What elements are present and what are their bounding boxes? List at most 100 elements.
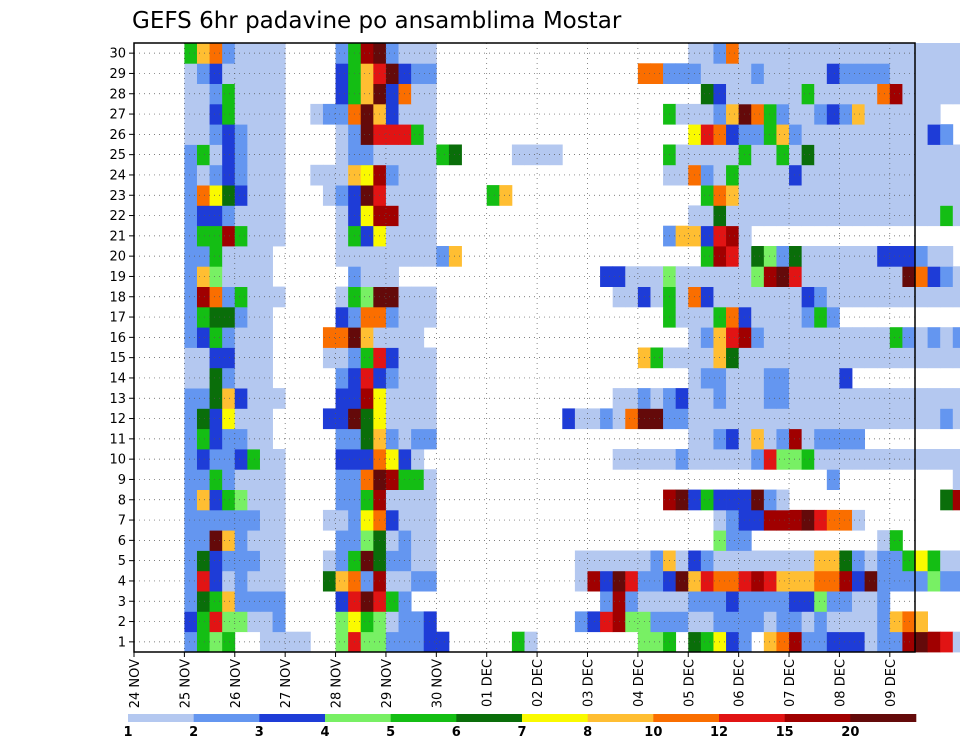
heatmap-cell — [801, 306, 815, 328]
heatmap-cell — [700, 185, 714, 206]
heatmap-cell — [801, 43, 815, 64]
heatmap-cell — [826, 246, 840, 267]
heatmap-cell — [234, 408, 248, 430]
heatmap-cell — [726, 266, 740, 287]
heatmap-cell — [738, 367, 752, 389]
legend-label: 3 — [255, 725, 264, 740]
x-tick-label: 24 NOV — [128, 659, 143, 708]
heatmap-cell — [398, 388, 412, 409]
heatmap-cell — [889, 205, 903, 227]
heatmap-cell — [927, 63, 941, 84]
heatmap-cell — [889, 286, 903, 308]
heatmap-cell — [940, 408, 954, 430]
heatmap-cell — [385, 63, 399, 84]
heatmap-cell — [952, 83, 960, 105]
heatmap-cell — [751, 347, 765, 369]
heatmap-cell — [839, 347, 853, 369]
heatmap-cell — [826, 469, 840, 490]
heatmap-cell — [915, 286, 928, 308]
heatmap-cell — [335, 428, 349, 450]
heatmap-cell — [360, 469, 374, 490]
y-tick-label: 13 — [109, 392, 126, 407]
heatmap-cell — [259, 611, 273, 633]
heatmap-cell — [751, 286, 765, 308]
heatmap-cell — [650, 63, 664, 84]
heatmap-cell — [234, 428, 248, 450]
heatmap-cell — [398, 124, 412, 145]
heatmap-cell — [801, 449, 815, 470]
heatmap-cell — [335, 611, 349, 633]
heatmap-cell — [763, 205, 777, 227]
heatmap-cell — [234, 225, 248, 247]
heatmap-cell — [839, 631, 853, 653]
heatmap-cell — [839, 428, 853, 450]
heatmap-cell — [247, 306, 261, 328]
heatmap-cell — [222, 367, 236, 389]
heatmap-cell — [184, 83, 198, 105]
heatmap-cell — [952, 43, 960, 64]
heatmap-cell — [335, 347, 349, 369]
heatmap-cell — [763, 550, 777, 572]
heatmap-cell — [196, 570, 210, 592]
heatmap-cell — [247, 124, 261, 145]
heatmap-cell — [423, 124, 437, 145]
heatmap-cell — [776, 408, 790, 430]
heatmap-cell — [852, 327, 866, 348]
heatmap-cell — [763, 246, 777, 267]
heatmap-cell — [726, 124, 740, 145]
heatmap-cell — [700, 43, 714, 64]
heatmap-cell — [222, 570, 236, 592]
heatmap-cell — [234, 550, 248, 572]
heatmap-cell — [360, 428, 374, 450]
heatmap-cell — [877, 246, 891, 267]
heatmap-cell — [776, 63, 790, 84]
heatmap-cell — [411, 124, 425, 145]
heatmap-cell — [247, 266, 261, 287]
y-tick-label: 26 — [109, 128, 126, 143]
heatmap-cell — [196, 225, 210, 247]
heatmap-cell — [411, 428, 425, 450]
heatmap-cell — [234, 388, 248, 409]
heatmap-cell — [915, 185, 928, 206]
heatmap-cell — [675, 550, 689, 572]
chart-title: GEFS 6hr padavine po ansamblima Mostar — [132, 8, 622, 34]
heatmap-cell — [247, 367, 261, 389]
heatmap-cell — [889, 327, 903, 348]
heatmap-cell — [184, 347, 198, 369]
heatmap-cell — [864, 327, 878, 348]
heatmap-cell — [902, 205, 916, 227]
heatmap-cell — [789, 509, 803, 531]
x-tick-label: 25 NOV — [178, 659, 193, 708]
heatmap-cell — [814, 286, 828, 308]
heatmap-cell — [234, 83, 248, 105]
heatmap-cell — [625, 570, 639, 592]
heatmap-cell — [700, 611, 714, 633]
heatmap-cell — [385, 225, 399, 247]
heatmap-cell — [852, 205, 866, 227]
heatmap-cell — [385, 408, 399, 430]
heatmap-cell — [801, 144, 815, 166]
heatmap-cell — [524, 631, 538, 653]
heatmap-cell — [826, 449, 840, 470]
heatmap-cell — [222, 83, 236, 105]
heatmap-cell — [738, 631, 752, 653]
heatmap-cell — [423, 469, 437, 490]
heatmap-cell — [234, 611, 248, 633]
heatmap-cell — [423, 205, 437, 227]
heatmap-cell — [826, 347, 840, 369]
heatmap-cell — [776, 327, 790, 348]
heatmap-cell — [259, 550, 273, 572]
heatmap-cell — [196, 367, 210, 389]
heatmap-cell — [826, 509, 840, 531]
heatmap-cell — [247, 144, 261, 166]
heatmap-cell — [738, 327, 752, 348]
x-tick-label: 27 NOV — [279, 659, 294, 708]
heatmap-cell — [259, 388, 273, 409]
heatmap-cell — [196, 83, 210, 105]
heatmap-cell — [852, 611, 866, 633]
heatmap-cell — [776, 388, 790, 409]
heatmap-cell — [700, 408, 714, 430]
y-tick-label: 25 — [109, 148, 126, 163]
heatmap-cell — [814, 246, 828, 267]
heatmap-cell — [385, 388, 399, 409]
